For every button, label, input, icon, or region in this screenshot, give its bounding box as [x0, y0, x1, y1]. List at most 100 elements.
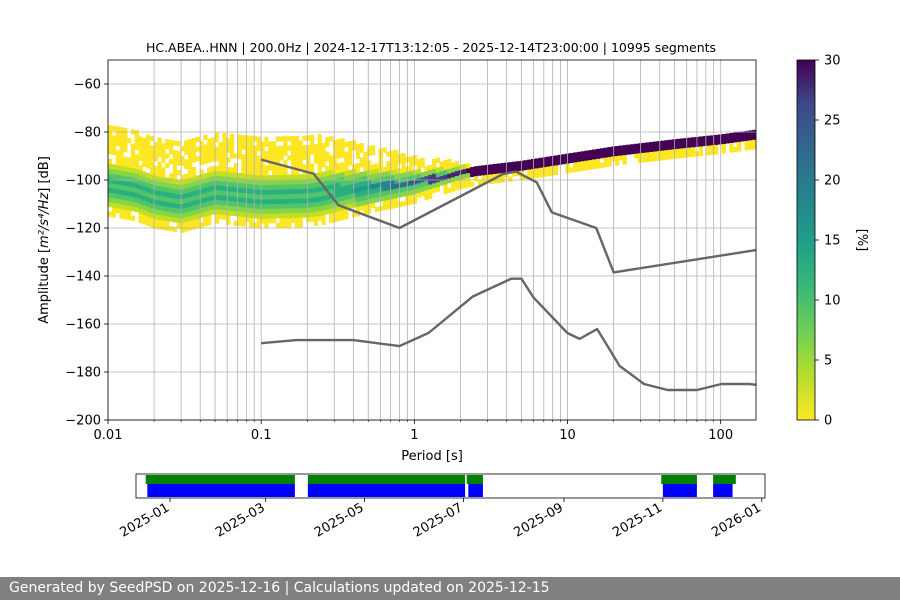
heatmap-cell [229, 133, 235, 139]
heatmap-cell [546, 166, 551, 172]
heatmap-cell [153, 185, 158, 191]
heatmap-cell [393, 178, 399, 184]
heatmap-cell [496, 177, 502, 184]
heatmap-cell [321, 210, 326, 216]
heatmap-cell [336, 191, 341, 198]
y-tick-label: −140 [65, 270, 101, 285]
heatmap-cell [153, 146, 158, 152]
heatmap-cell [371, 149, 376, 156]
heatmap-cell [329, 160, 334, 166]
heatmap-cell [165, 143, 170, 150]
heatmap-cell [176, 198, 181, 204]
heatmap-cell [371, 183, 376, 189]
heatmap-cell [371, 173, 376, 180]
heatmap-cell [176, 160, 181, 166]
heatmap-cell [340, 162, 345, 168]
heatmap-cell [153, 189, 158, 196]
heatmap-cell [653, 151, 658, 157]
heatmap-cell [534, 167, 540, 174]
heatmap-cell [161, 196, 166, 202]
x-tick-label: 0.1 [251, 428, 272, 443]
heatmap-cell [226, 205, 231, 211]
heatmap-cell [252, 174, 258, 180]
heatmap-cell [290, 207, 296, 214]
heatmap-cell [188, 172, 193, 178]
heatmap-cell [283, 212, 288, 219]
heatmap-cell [344, 156, 349, 162]
heatmap-cell [245, 164, 250, 170]
low-noise-model-curve [261, 277, 756, 392]
heatmap-cell [679, 143, 684, 149]
heatmap-cell [744, 130, 749, 137]
heatmap-cell [332, 164, 338, 170]
heatmap-cell [714, 134, 719, 141]
heatmap-cell [298, 198, 303, 204]
heatmap-cell [294, 198, 299, 204]
heatmap-cell [348, 141, 353, 147]
heatmap-cell [340, 181, 345, 187]
heatmap-cell [401, 153, 406, 159]
heatmap-cell [329, 174, 334, 180]
heatmap-cell [172, 193, 178, 199]
heatmap-cell [127, 166, 132, 173]
heatmap-cell [645, 147, 650, 153]
heatmap-cell [226, 171, 231, 177]
heatmap-cell [207, 176, 212, 183]
heatmap-cell [656, 155, 662, 161]
heatmap-cell [256, 165, 261, 171]
heatmap-cell [428, 188, 433, 195]
heatmap-cell [313, 201, 319, 207]
heatmap-cell [367, 184, 372, 190]
heatmap-cell [172, 188, 178, 194]
heatmap-cell [340, 214, 345, 221]
x-axis-ticks: 0.01 0.1 1 10 100 [94, 420, 733, 443]
heatmap-cell [260, 199, 265, 205]
heatmap-cell [290, 159, 296, 166]
heatmap-cell [241, 134, 246, 141]
heatmap-cell [279, 208, 284, 214]
heatmap-cell [241, 173, 246, 179]
heatmap-cell [256, 184, 261, 190]
heatmap-cell [435, 181, 441, 187]
heatmap-cell [153, 175, 158, 181]
heatmap-cell [748, 130, 753, 136]
heatmap-cell [271, 150, 277, 157]
heatmap-cell [138, 165, 143, 171]
heatmap-cell [214, 151, 219, 157]
heatmap-cell [218, 175, 223, 181]
heatmap-cell [317, 162, 322, 168]
heatmap-cell [119, 194, 124, 200]
used-data-segment [307, 484, 466, 497]
heatmap-cell [264, 208, 269, 214]
heatmap-cell [736, 136, 742, 142]
heatmap-cell [492, 163, 498, 170]
heatmap-cell [146, 196, 151, 203]
heatmap-cell [390, 150, 395, 156]
used-data-segment [147, 484, 295, 497]
heatmap-cell [252, 193, 258, 199]
heatmap-cell [283, 203, 288, 209]
heatmap-cell [229, 143, 235, 149]
heatmap-cell [279, 217, 284, 224]
heatmap-cell [127, 138, 132, 144]
heatmap-cell [111, 169, 117, 175]
heatmap-cell [108, 149, 113, 155]
heatmap-cell [580, 151, 585, 157]
heatmap-cell [146, 187, 151, 193]
heatmap-cell [706, 145, 711, 151]
heatmap-cell [108, 144, 113, 150]
heatmap-cell [111, 193, 117, 199]
heatmap-cell [229, 172, 235, 178]
heatmap-cell [317, 210, 322, 216]
heatmap-cell [191, 138, 197, 144]
heatmap-cell [256, 213, 261, 219]
heatmap-cell [268, 150, 273, 157]
heatmap-cell [435, 176, 441, 183]
heatmap-cell [134, 178, 139, 184]
heatmap-cell [744, 135, 749, 141]
heatmap-cell [447, 163, 452, 169]
heatmap-cell [344, 194, 349, 201]
heatmap-cell [310, 206, 315, 213]
heatmap-cell [241, 168, 246, 174]
heatmap-cell [363, 161, 368, 167]
